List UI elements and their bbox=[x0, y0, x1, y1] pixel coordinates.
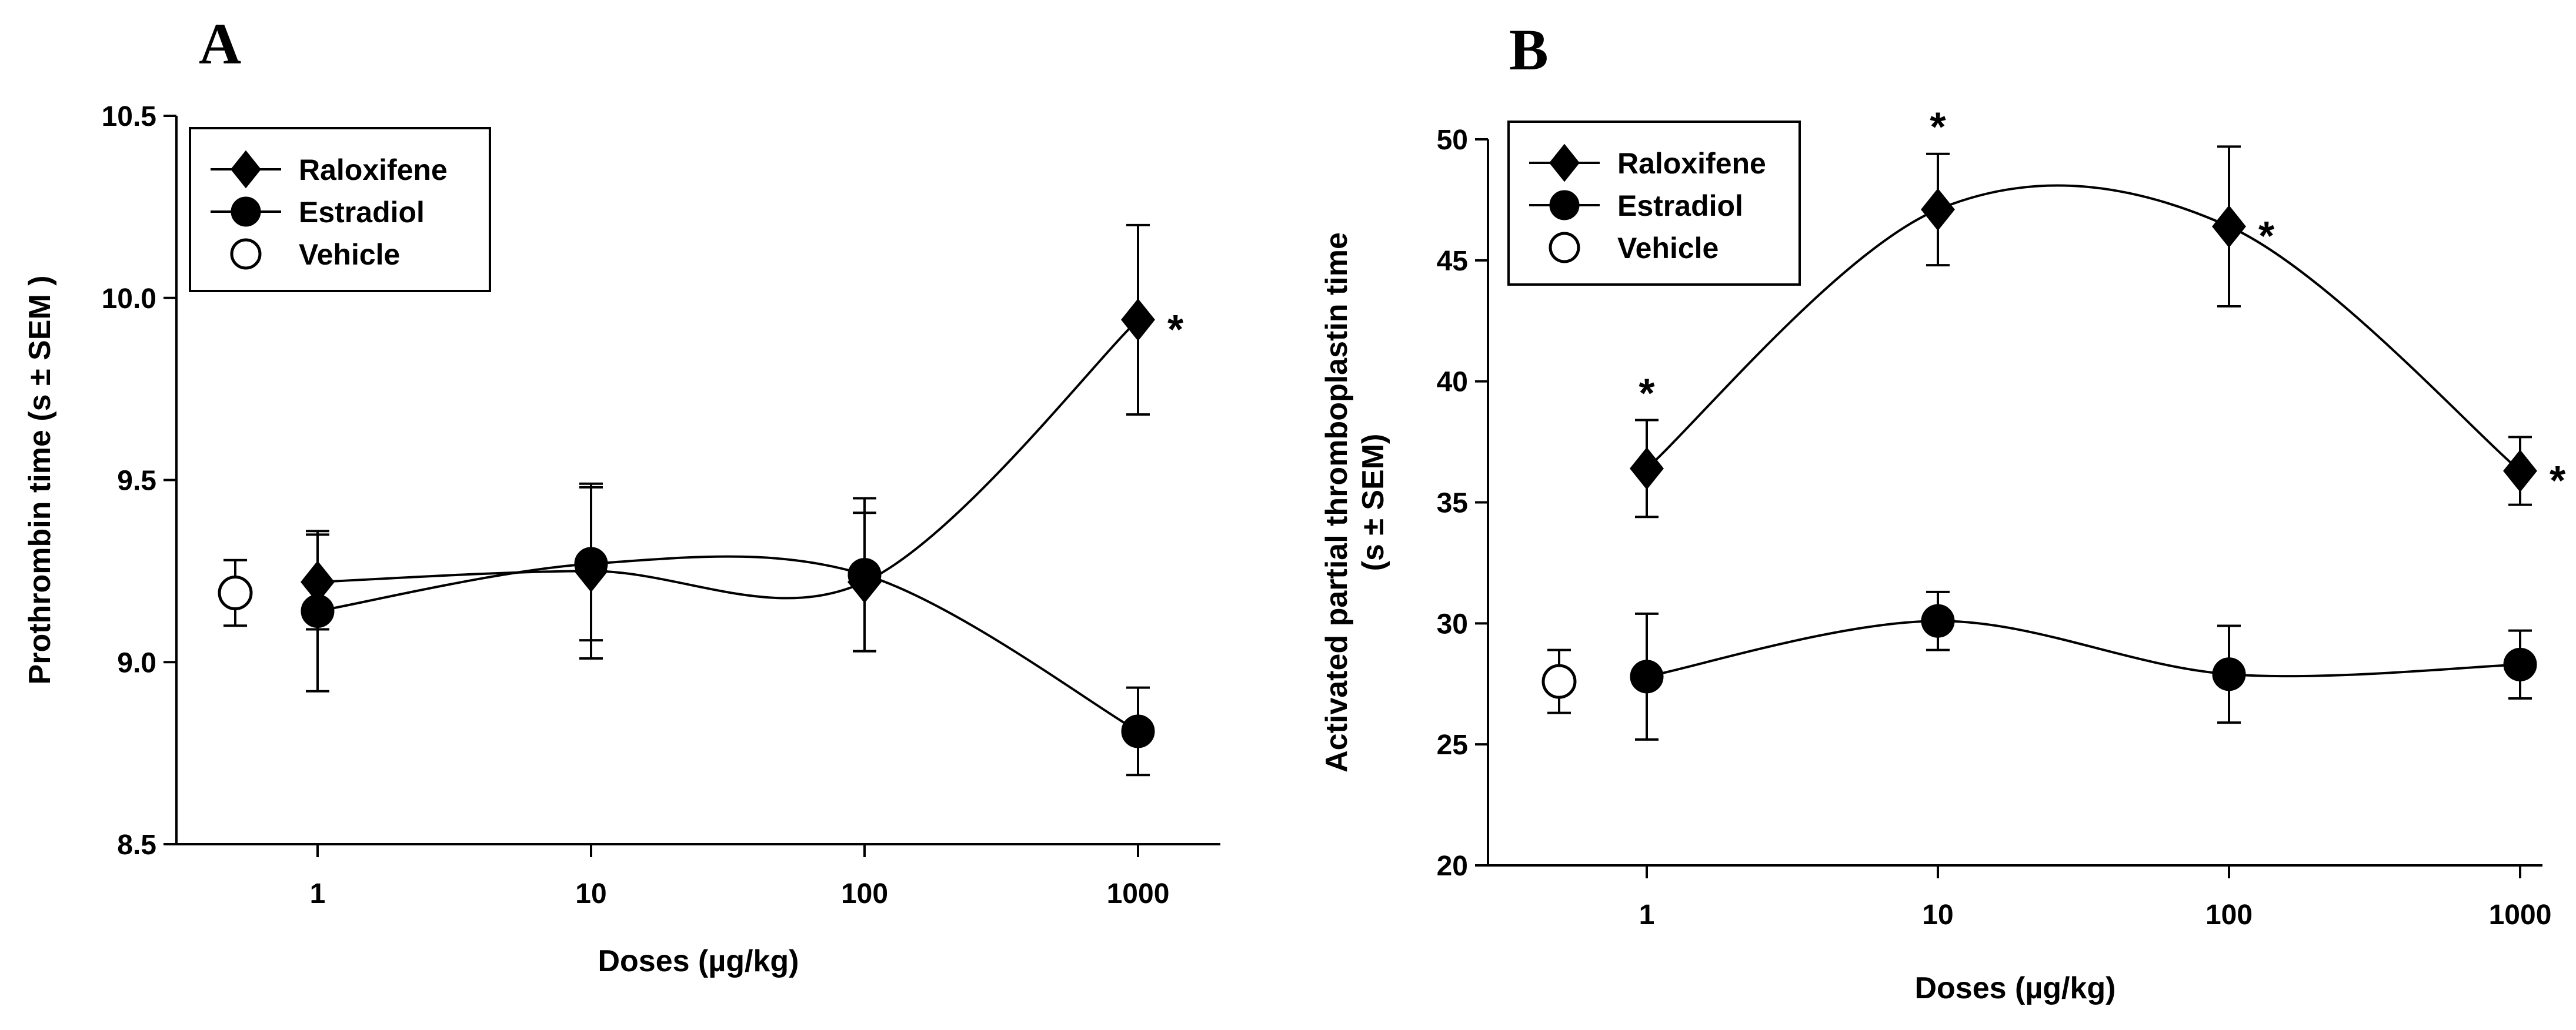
y-tick-label: 40 bbox=[1437, 367, 1468, 398]
legend-estradiol-label: Estradiol bbox=[1617, 189, 1743, 222]
estradiol-series-line bbox=[317, 555, 1139, 733]
legend-vehicle-label: Vehicle bbox=[299, 238, 400, 271]
x-tick-label: 1000 bbox=[2489, 899, 2552, 931]
legend-vehicle-label: Vehicle bbox=[1617, 232, 1719, 265]
legend-vehicle-marker bbox=[230, 238, 262, 270]
significance-asterisk: * bbox=[2550, 457, 2566, 503]
significance-asterisk: * bbox=[2258, 213, 2275, 259]
x-tick-label: 1 bbox=[310, 878, 326, 909]
legend-raloxifene-marker bbox=[1549, 143, 1580, 182]
estradiol-data-point bbox=[1630, 660, 1664, 694]
raloxifene-data-point bbox=[1630, 447, 1664, 490]
x-tick-label: 1 bbox=[1639, 899, 1655, 931]
x-tick-label: 100 bbox=[2205, 899, 2253, 931]
legend-estradiol-marker bbox=[1549, 190, 1580, 220]
estradiol-data-point bbox=[2212, 657, 2246, 691]
y-axis-title-line: Activated partial thromboplastin time bbox=[1320, 232, 1354, 772]
estradiol-data-point bbox=[1921, 604, 1955, 638]
panel-letter: B bbox=[1509, 17, 1549, 82]
panel-a: A 8.5 9.0 9.5 10.0 10.5 1 10 100 1000 Doses (µg/kg… bbox=[23, 11, 1220, 978]
significance-asterisk: * bbox=[1930, 104, 1946, 150]
x-tick-label: 10 bbox=[1922, 899, 1953, 931]
estradiol-series-line bbox=[1646, 620, 2521, 678]
x-axis-title: Doses (µg/kg) bbox=[598, 944, 799, 978]
y-tick-label: 50 bbox=[1437, 125, 1468, 156]
raloxifene-data-point bbox=[1921, 188, 1955, 231]
panel-letter: A bbox=[199, 11, 241, 76]
raloxifene-data-point bbox=[2503, 449, 2537, 493]
y-tick-label: 10.0 bbox=[102, 283, 156, 315]
y-tick-label: 8.5 bbox=[117, 830, 156, 861]
y-tick-label: 10.5 bbox=[102, 101, 156, 132]
x-tick-label: 100 bbox=[841, 878, 888, 909]
legend-vehicle-marker bbox=[1549, 232, 1580, 263]
y-tick-label: 9.5 bbox=[117, 466, 156, 497]
y-tick-label: 45 bbox=[1437, 246, 1468, 277]
significance-asterisk: * bbox=[1639, 370, 1655, 416]
estradiol-data-point bbox=[301, 594, 335, 628]
y-tick-label: 20 bbox=[1437, 851, 1468, 882]
x-tick-label: 10 bbox=[575, 878, 606, 909]
vehicle-data-point bbox=[1541, 664, 1577, 699]
raloxifene-data-point bbox=[1121, 298, 1155, 342]
y-tick-label: 25 bbox=[1437, 730, 1468, 761]
panel-b: B 20 25 30 35 40 45 50 1 10 100 1000 Doses (µg/kg) Ac… bbox=[1320, 17, 2566, 1005]
raloxifene-series-line bbox=[317, 319, 1139, 600]
raloxifene-series-line bbox=[1646, 184, 2521, 472]
y-axis-title: Prothrombin time (s ± SEM ) bbox=[23, 276, 57, 685]
estradiol-data-point bbox=[847, 558, 882, 592]
legend-raloxifene-label: Raloxifene bbox=[299, 153, 448, 186]
legend-raloxifene-label: Raloxifene bbox=[1617, 147, 1766, 180]
estradiol-data-point bbox=[574, 547, 608, 581]
estradiol-data-point bbox=[1121, 714, 1155, 748]
x-tick-label: 1000 bbox=[1107, 878, 1170, 909]
significance-asterisk: * bbox=[1167, 306, 1184, 352]
y-tick-label: 30 bbox=[1437, 608, 1468, 640]
y-axis-title-line: (s ± SEM) bbox=[1356, 434, 1390, 571]
x-axis-title: Doses (µg/kg) bbox=[1914, 971, 2115, 1005]
raloxifene-data-point bbox=[2212, 205, 2246, 248]
legend-estradiol-marker bbox=[231, 196, 261, 227]
y-tick-label: 9.0 bbox=[117, 647, 156, 678]
estradiol-data-point bbox=[2503, 647, 2537, 681]
y-tick-label: 35 bbox=[1437, 488, 1468, 519]
vehicle-data-point bbox=[218, 576, 253, 611]
legend-estradiol-label: Estradiol bbox=[299, 196, 425, 229]
legend-raloxifene-marker bbox=[231, 150, 261, 189]
